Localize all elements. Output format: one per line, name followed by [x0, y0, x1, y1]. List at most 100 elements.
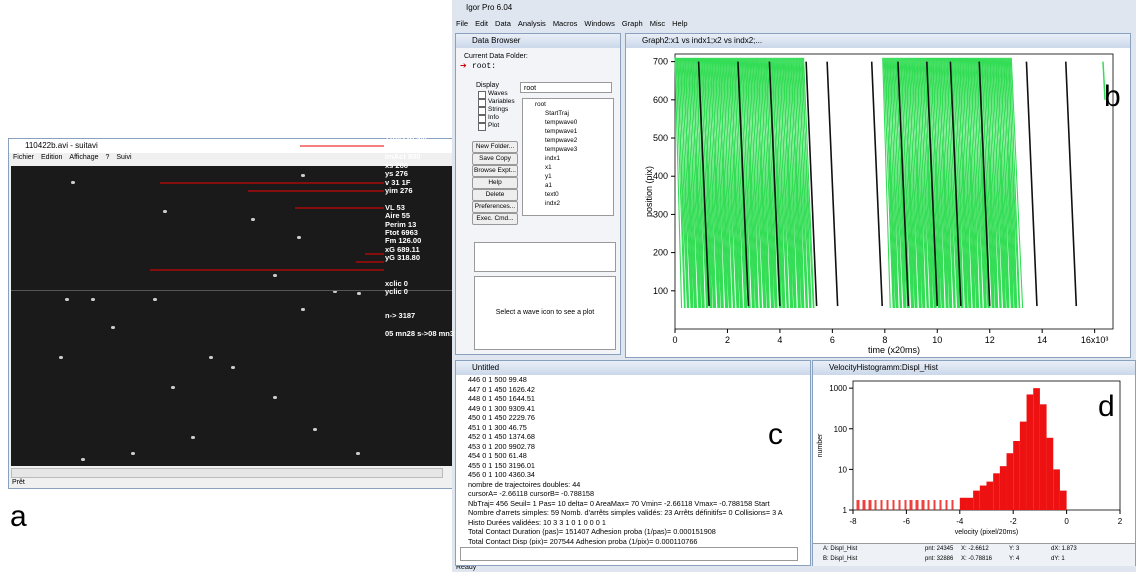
console-line: Total Contact Disp (pix)= 207544 Adhesio…: [468, 536, 698, 546]
cursor-text: pnt: 24345: [925, 546, 954, 552]
readout: ImAct 800: [385, 152, 421, 161]
particle: [191, 436, 195, 439]
checkbox[interactable]: [478, 123, 486, 131]
window-title: Untitled: [472, 363, 500, 372]
cursor-text: A: Displ_Hist: [823, 546, 858, 552]
tree-item[interactable]: tempwave0: [545, 119, 578, 126]
console-line: 454 0 1 500 61.48: [468, 451, 527, 460]
graph-window: Graph2:x1 vs indx1;x2 vs indx2;...: [625, 33, 1131, 358]
tree-item[interactable]: indx1: [545, 155, 561, 162]
readout: Fm 126.00: [385, 236, 422, 245]
particle: [91, 298, 95, 301]
tree-item[interactable]: StartTraj: [545, 110, 569, 117]
tree-item[interactable]: root: [535, 101, 546, 108]
readout: n-> 3187: [385, 311, 416, 320]
tree-item[interactable]: tempwave3: [545, 146, 578, 153]
tree-item[interactable]: tempwave1: [545, 128, 578, 135]
menu-item[interactable]: ?: [105, 154, 110, 161]
button[interactable]: Preferences...: [472, 201, 518, 213]
console-line: 451 0 1 300 46.75: [468, 422, 527, 432]
menu-item[interactable]: Graph: [621, 19, 643, 28]
console-line: cursorA= -2.66118 cursorB= -0.788158: [468, 489, 595, 498]
readout: yclic 0: [385, 287, 408, 296]
checkbox[interactable]: [478, 107, 486, 115]
particle: [131, 452, 135, 455]
readout: Perim 13: [385, 220, 417, 229]
panel-label: a: [10, 500, 27, 533]
readout: v 31 1F: [385, 178, 411, 187]
tree-item[interactable]: text0: [545, 191, 559, 198]
tree-item[interactable]: a1: [545, 182, 553, 189]
console-line: nombre de trajectoires doubles: 44: [468, 479, 581, 489]
particle: [297, 236, 301, 239]
particle: [313, 428, 317, 431]
particle: [163, 210, 167, 213]
console-line: 453 0 1 200 9902.78: [468, 441, 535, 451]
particle: [209, 356, 213, 359]
checkbox[interactable]: [478, 91, 486, 99]
title-bar: Data Browser: [456, 34, 620, 48]
checkbox[interactable]: [478, 99, 486, 107]
particle: [273, 274, 277, 277]
scrollbar[interactable]: [11, 468, 443, 478]
tree-item[interactable]: tempwave2: [545, 137, 578, 144]
readout: xs 266: [385, 161, 408, 170]
tree-item[interactable]: y1: [545, 173, 552, 180]
cursor-text: B: Displ_Hist: [823, 556, 858, 562]
video-frame: [11, 166, 453, 466]
tree-item[interactable]: indx2: [545, 200, 561, 207]
menu-item[interactable]: Data: [495, 19, 511, 28]
readout: VL 53: [385, 203, 405, 212]
button[interactable]: New Folder...: [472, 141, 518, 153]
menu-item[interactable]: Help: [672, 19, 688, 28]
status-text: Prêt: [12, 479, 25, 486]
menu-bar: Fichier Edition Affichage? Suivi: [13, 154, 139, 164]
cursor-text: Y: 4: [1009, 556, 1020, 562]
checkbox-label: Strings: [488, 106, 509, 113]
button[interactable]: Save Copy: [472, 153, 518, 165]
menu-item[interactable]: Analysis: [517, 19, 546, 28]
menu-item[interactable]: Windows: [584, 19, 615, 28]
menu-item[interactable]: Affichage: [69, 154, 99, 161]
title-bar: Graph2:x1 vs indx1;x2 vs indx2;...: [626, 34, 1130, 48]
tree-view: root StartTraj tempwave0 tempwave1 tempwave2…: [522, 98, 614, 216]
console-line: 450 0 1 450 2229.76: [468, 413, 535, 422]
cursor-text: X: -0.78816: [961, 556, 993, 562]
particle: [171, 386, 175, 389]
button[interactable]: Delete: [472, 189, 518, 201]
plot-preview: Select a wave icon to see a plot: [474, 276, 616, 350]
divider: [11, 290, 453, 291]
particle: [357, 292, 361, 295]
console-line: Histo Durées validées: 10 3 3 1 0 1 0 0 …: [468, 517, 606, 527]
command-line[interactable]: [460, 547, 798, 561]
title-bar: Untitled: [456, 361, 810, 375]
arrow-icon: ➔: [460, 61, 467, 70]
menu-bar: File Edit Data Analysis Macros Windows Graph Mi…: [456, 19, 695, 28]
menu-item[interactable]: Macros: [552, 19, 578, 28]
menu-item[interactable]: Fichier: [13, 154, 35, 161]
menu-item[interactable]: Misc: [649, 19, 666, 28]
readout: ImTot 8627: [385, 143, 424, 152]
dropdown[interactable]: root: [520, 82, 612, 93]
console-line: 446 0 1 500 99.48: [468, 375, 527, 384]
cursor-text: dY: 1: [1051, 556, 1065, 562]
particle: [333, 290, 337, 293]
particle: [301, 174, 305, 177]
tree-item[interactable]: x1: [545, 164, 552, 171]
menu-item[interactable]: Edition: [41, 154, 63, 161]
button[interactable]: Browse Expt...: [472, 165, 518, 177]
readout: yG 318.80: [385, 253, 421, 262]
readout: yim 276: [385, 186, 413, 195]
menu-item[interactable]: Edit: [475, 19, 489, 28]
label: Display: [476, 82, 499, 89]
menu-item[interactable]: File: [456, 19, 469, 28]
checkbox[interactable]: [478, 115, 486, 123]
menu-item[interactable]: Suivi: [116, 154, 132, 161]
button[interactable]: Help: [472, 177, 518, 189]
button[interactable]: Exec. Cmd...: [472, 213, 518, 225]
window-title: Data Browser: [472, 36, 521, 45]
cursor-text: Y: 3: [1009, 546, 1020, 552]
status-text: Ready: [456, 564, 477, 571]
data-browser: Data Browser Current Data Folder: ➔ root…: [455, 33, 621, 355]
